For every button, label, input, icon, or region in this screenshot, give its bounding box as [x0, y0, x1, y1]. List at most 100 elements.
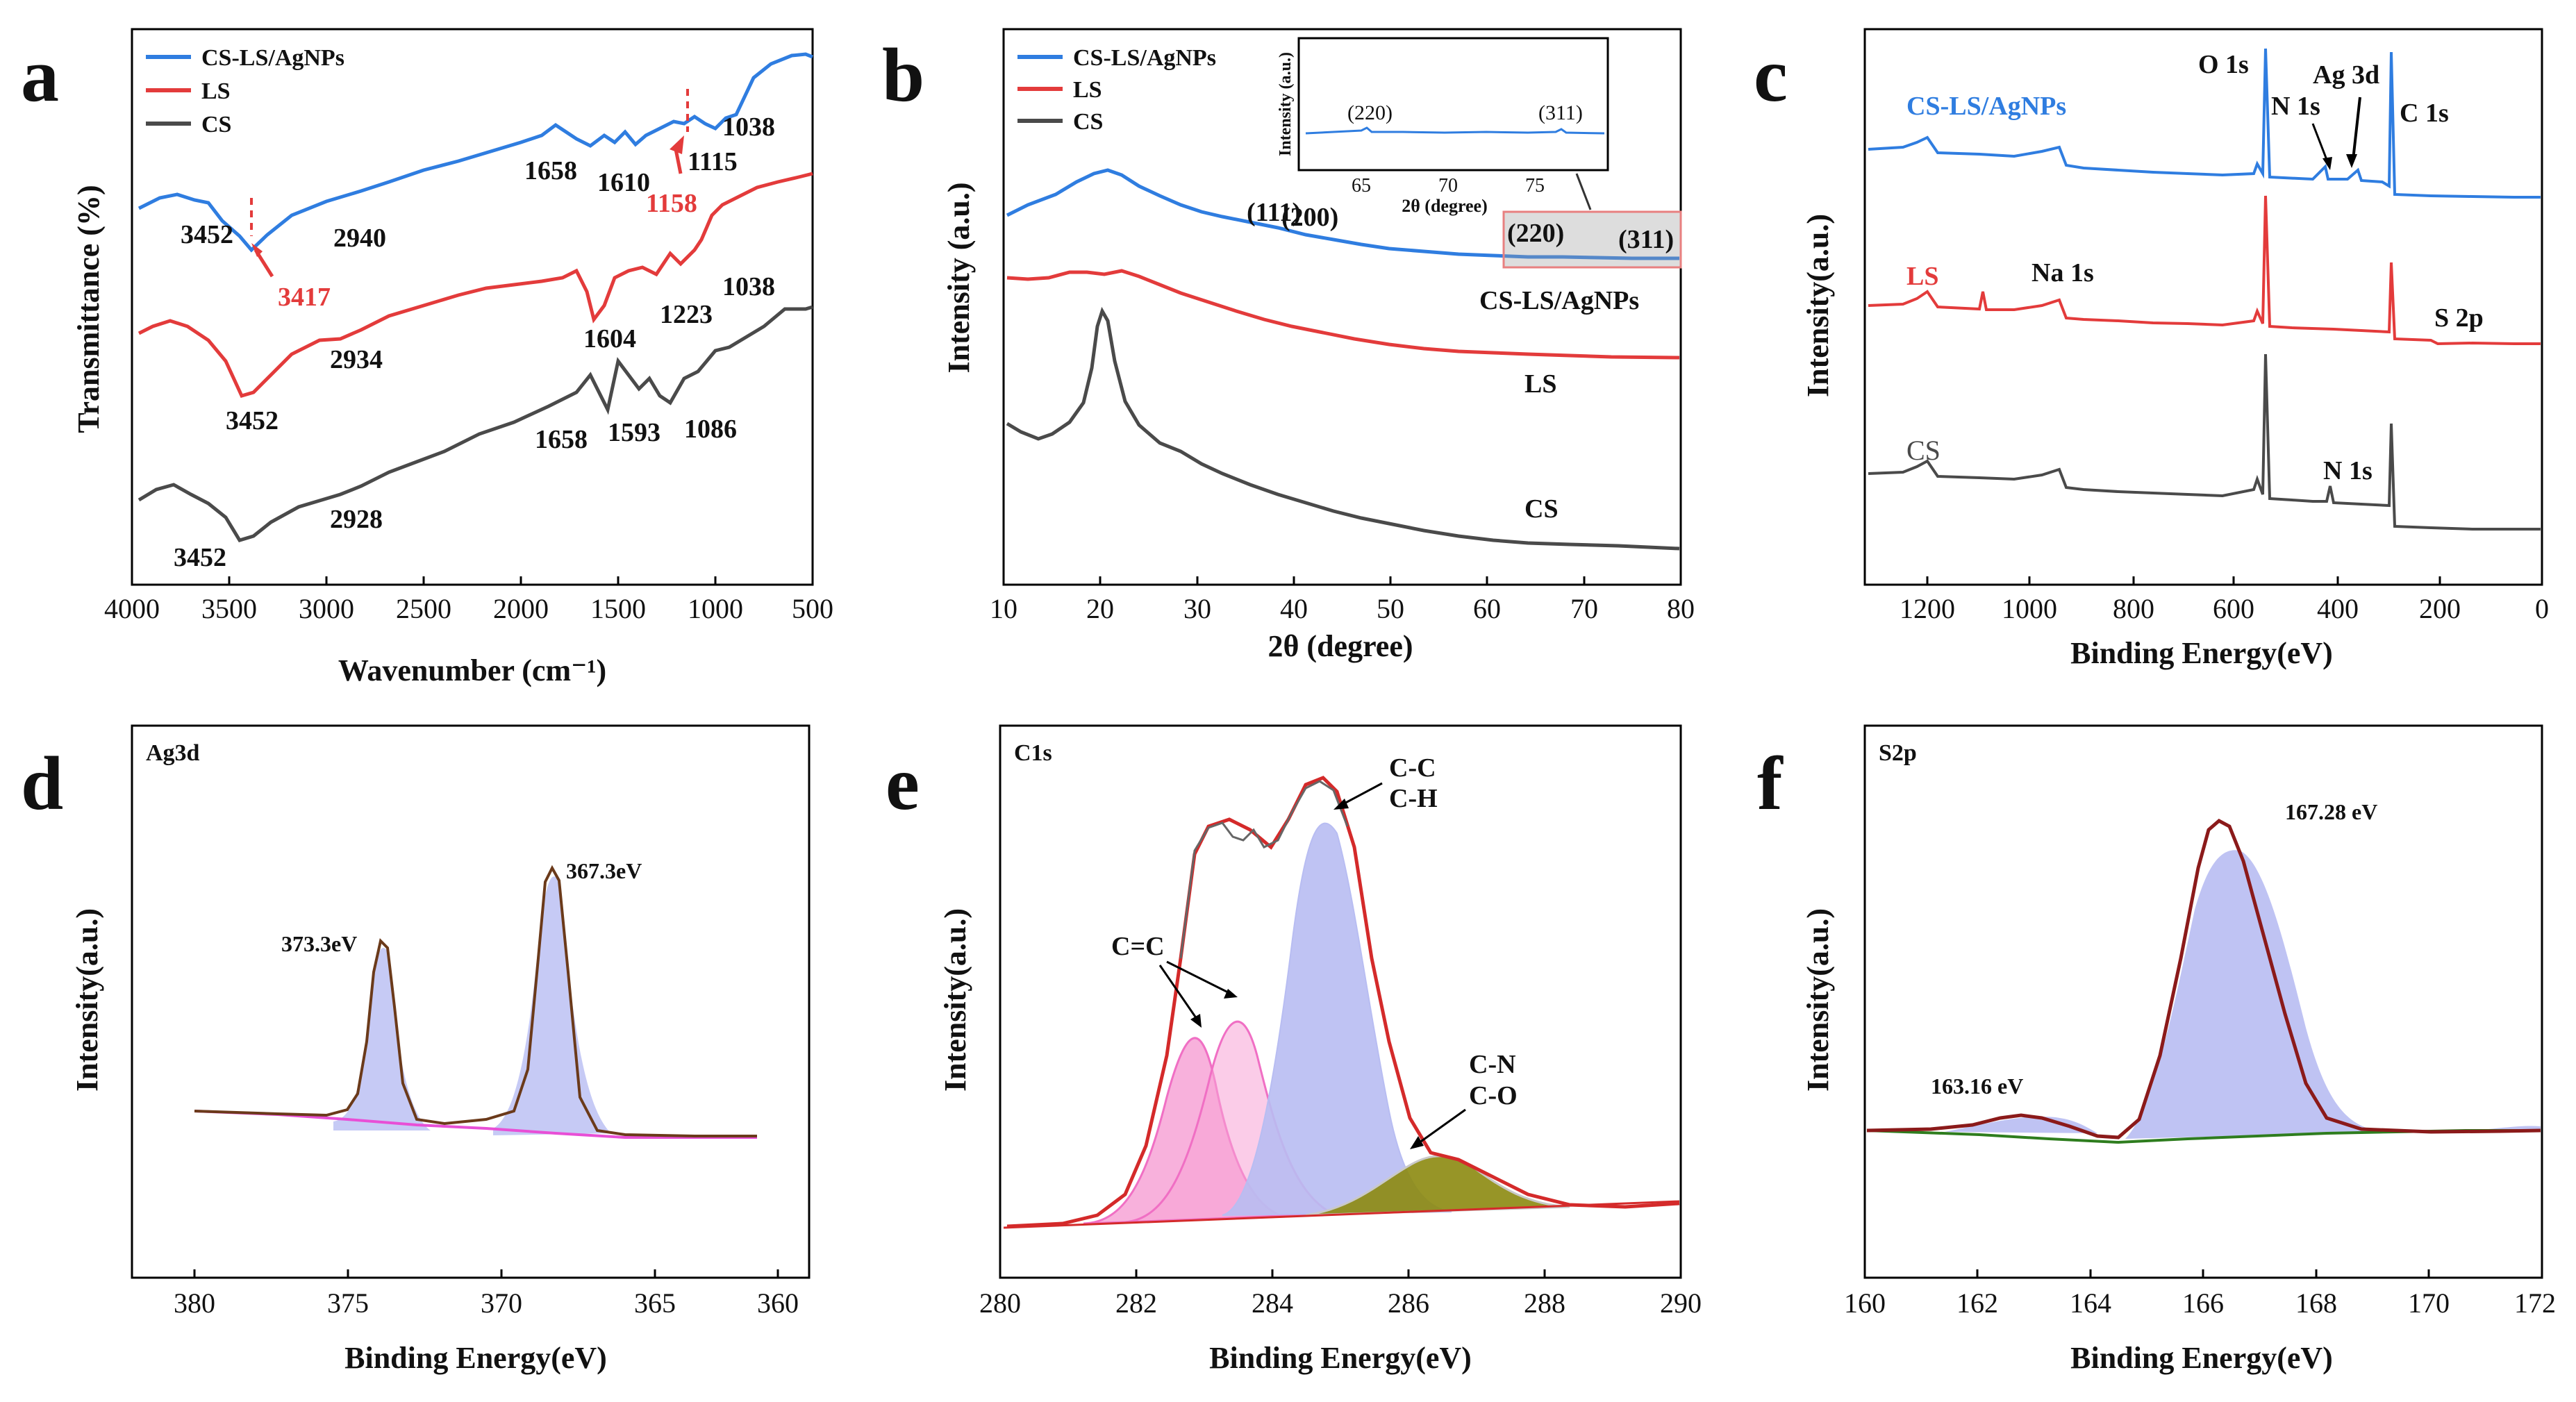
panel-c-xticks: 1200 1000 800 600 400 200 0	[1900, 593, 2549, 624]
b-reflection-label: (200)	[1281, 203, 1338, 232]
b-xtick: 20	[1086, 593, 1114, 624]
a-peak-label: 1658	[535, 425, 588, 454]
a-series-ls	[138, 172, 813, 399]
panel-b-xticks: 10 20 30 40 50 60 70 80	[990, 593, 1695, 624]
f-envelope	[1866, 818, 2541, 1140]
c-arrow-ag3d	[2352, 97, 2361, 160]
panel-e-c1s: C1s 280 282 284 286 288 290 Binding Ener…	[938, 724, 1702, 1375]
e-xtick: 288	[1524, 1287, 1565, 1319]
a-legend-item: CS-LS/AgNPs	[201, 45, 344, 71]
e-annotation: C-H	[1389, 784, 1438, 813]
panel-label-f: f	[1757, 741, 1784, 826]
panel-a-ftir: 4000 3500 3000 2500 2000 1500 1000 500 W…	[72, 28, 833, 687]
b-inset-xtick: 75	[1525, 175, 1545, 197]
b-inset-reflection: (311)	[1538, 101, 1583, 124]
c-series-cs	[1868, 353, 2541, 531]
c-series-label: CS-LS/AgNPs	[1906, 92, 2066, 121]
e-arrow-cc-2	[1166, 960, 1230, 994]
d-fill-367	[493, 876, 611, 1135]
a-peak-label: 1610	[597, 168, 650, 197]
e-xtick: 282	[1115, 1287, 1157, 1319]
panel-label-a: a	[21, 33, 59, 117]
a-legend: CS-LS/AgNPs LS CS	[146, 45, 344, 137]
a-xtick: 1500	[590, 593, 646, 624]
b-xtick: 40	[1280, 593, 1308, 624]
b-legend: CS-LS/AgNPs LS CS	[1017, 45, 1216, 135]
b-zoom-region	[1502, 210, 1682, 269]
a-peak-label: 3452	[174, 543, 226, 572]
e-xlabel: Binding Energy(eV)	[1209, 1341, 1472, 1375]
b-xtick: 30	[1183, 593, 1211, 624]
e-arrow-cn-co	[1416, 1108, 1466, 1146]
b-curve-label-ls: LS	[1524, 369, 1556, 399]
d-peak-label: 373.3eV	[281, 931, 357, 956]
a-peak-label: 2928	[330, 505, 383, 534]
a-peak-label: 1115	[688, 147, 738, 176]
a-xtick: 1000	[688, 593, 743, 624]
panel-b-xrd: 10 20 30 40 50 60 70 80 2θ (degree) Inte…	[942, 28, 1695, 663]
a-ylabel: Transmittance (%)	[72, 185, 106, 433]
d-fill-373	[333, 948, 431, 1130]
a-highlight-label: 3417	[278, 283, 331, 312]
b-tick-marks	[1099, 576, 1586, 585]
f-xtick: 170	[2408, 1287, 2450, 1319]
d-tick-marks	[193, 1269, 779, 1278]
panel-e-xticks: 280 282 284 286 288 290	[979, 1287, 1702, 1319]
e-annotation: C-N	[1469, 1050, 1516, 1079]
e-arrowhead-cc-1	[1190, 1014, 1202, 1028]
b-zoom-connector	[1575, 173, 1592, 210]
c-peak-label: N 1s	[2323, 456, 2373, 485]
d-ylabel: Intensity(a.u.)	[70, 908, 104, 1092]
f-peak-label: 163.16 eV	[1931, 1074, 2023, 1099]
e-arrowhead-cc-2	[1224, 989, 1238, 999]
b-inset-xtick: 70	[1438, 175, 1458, 197]
b-inset-ylabel: Intensity (a.u.)	[1277, 52, 1295, 156]
e-title: C1s	[1014, 740, 1052, 766]
e-xtick: 284	[1252, 1287, 1293, 1319]
panel-f-s2p: S2p 160 162 164 166 168 170 172 Binding …	[1801, 724, 2556, 1375]
panel-f-xticks: 160 162 164 166 168 170 172	[1844, 1287, 2556, 1319]
a-xtick: 3500	[201, 593, 257, 624]
f-xtick: 162	[1956, 1287, 1998, 1319]
b-series-cs-ls-agnps	[1006, 168, 1679, 260]
d-xlabel: Binding Energy(eV)	[344, 1341, 607, 1375]
f-xtick: 168	[2295, 1287, 2337, 1319]
a-peak-label: 1658	[524, 156, 577, 185]
a-xlabel: Wavenumber (cm⁻¹)	[338, 653, 606, 687]
panel-d-frame	[131, 724, 811, 1279]
d-xtick: 375	[327, 1287, 369, 1319]
b-xtick: 80	[1667, 593, 1695, 624]
c-xtick: 200	[2419, 593, 2461, 624]
b-xlabel: 2θ (degree)	[1268, 629, 1413, 663]
b-xtick: 10	[990, 593, 1017, 624]
b-inset-series	[1305, 126, 1605, 135]
f-title: S2p	[1879, 740, 1917, 766]
a-xtick: 2000	[493, 593, 549, 624]
panel-d-xticks: 380 375 370 365 360	[174, 1287, 799, 1319]
a-series-cs	[138, 305, 813, 542]
a-peak-label: 1604	[583, 324, 636, 353]
f-xtick: 166	[2182, 1287, 2224, 1319]
a-peak-label: 3452	[181, 220, 233, 249]
b-ylabel: Intensity (a.u.)	[942, 182, 976, 373]
f-peak-label: 167.28 eV	[2285, 799, 2377, 824]
panel-c-xps-survey: 1200 1000 800 600 400 200 0 Binding Ener…	[1801, 28, 2549, 670]
b-curve-label-cs: CS	[1524, 494, 1559, 524]
b-xtick: 60	[1473, 593, 1501, 624]
a-legend-item: LS	[201, 78, 231, 104]
a-peak-label: 1593	[608, 418, 660, 447]
panel-label-c: c	[1754, 33, 1788, 117]
c-series-label: LS	[1906, 262, 1938, 291]
e-xtick: 280	[979, 1287, 1021, 1319]
b-legend-item: CS	[1073, 109, 1103, 135]
e-arrowhead-cn-co	[1410, 1136, 1424, 1149]
b-reflection-label: (311)	[1618, 225, 1674, 254]
f-ylabel: Intensity(a.u.)	[1801, 908, 1835, 1092]
c-peak-label: O 1s	[2198, 50, 2249, 79]
panel-label-b: b	[882, 33, 924, 117]
d-raw-data	[194, 865, 757, 1137]
a-peak-label: 2940	[333, 224, 386, 253]
a-peak-label: 3452	[226, 406, 279, 435]
panel-b-frame	[1002, 28, 1682, 586]
f-fill-167	[2125, 850, 2389, 1139]
